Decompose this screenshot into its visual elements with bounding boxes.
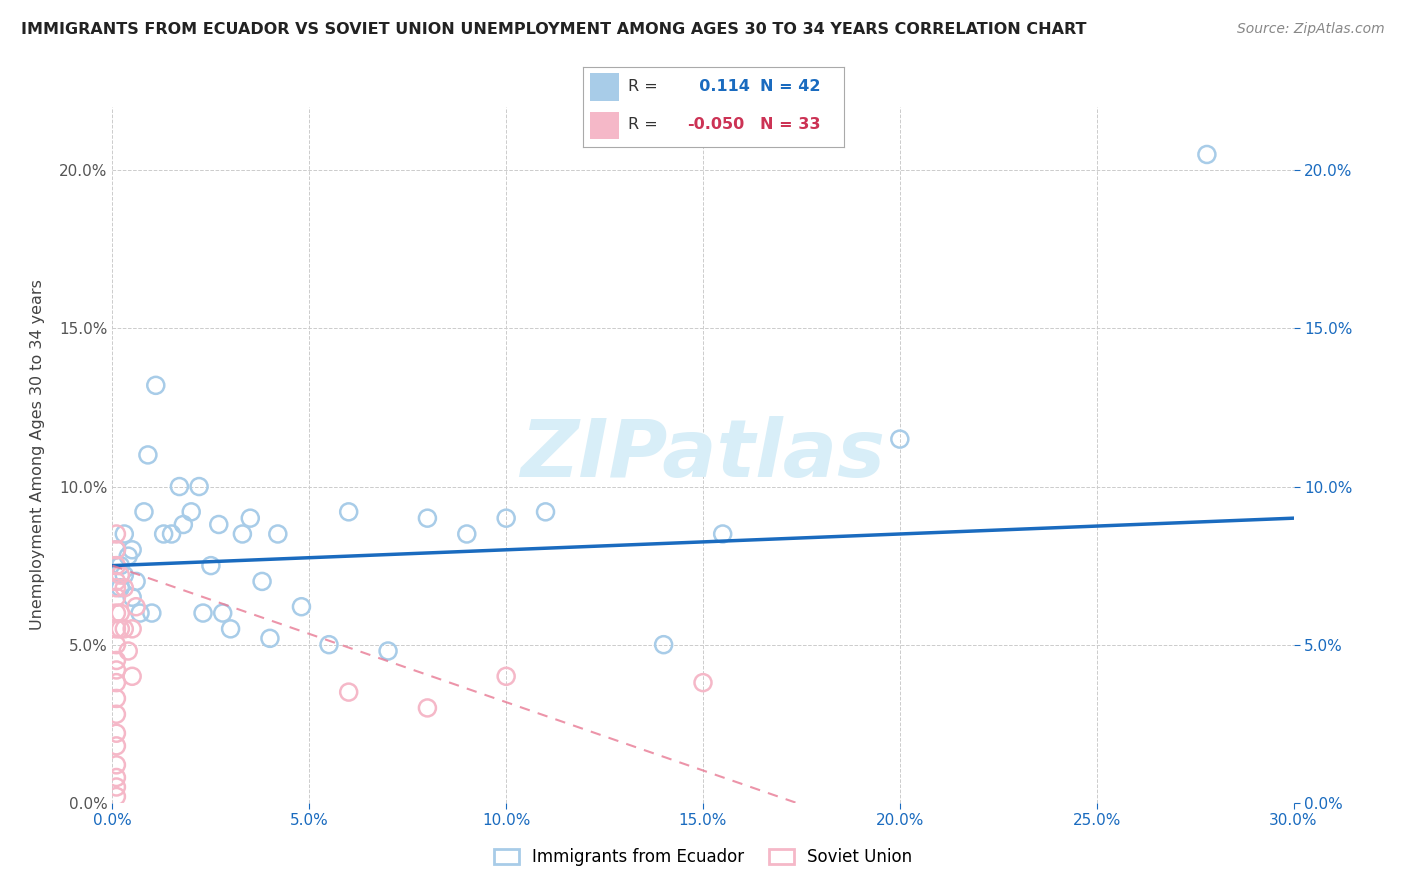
Point <box>105 606 128 620</box>
Point <box>105 574 128 589</box>
Point <box>117 549 139 563</box>
Text: Source: ZipAtlas.com: Source: ZipAtlas.com <box>1237 22 1385 37</box>
Point <box>112 581 135 595</box>
Point <box>105 653 128 667</box>
Point <box>231 527 253 541</box>
Point <box>259 632 281 646</box>
Point <box>652 638 675 652</box>
Point <box>1195 147 1218 161</box>
Point <box>416 701 439 715</box>
Point <box>337 505 360 519</box>
Point <box>105 707 128 722</box>
Point <box>711 527 734 541</box>
Point <box>105 675 128 690</box>
Point <box>105 691 128 706</box>
Point <box>112 622 135 636</box>
Point <box>121 542 143 557</box>
Text: ZIPatlas: ZIPatlas <box>520 416 886 494</box>
Point <box>188 479 211 493</box>
Y-axis label: Unemployment Among Ages 30 to 34 years: Unemployment Among Ages 30 to 34 years <box>31 279 45 631</box>
Point <box>208 517 231 532</box>
Point <box>121 669 143 683</box>
Text: R =: R = <box>627 78 658 94</box>
Text: N = 33: N = 33 <box>761 117 821 132</box>
Point <box>105 581 128 595</box>
Text: N = 42: N = 42 <box>761 78 821 94</box>
Bar <box>591 112 619 139</box>
Bar <box>591 73 619 101</box>
Point <box>110 558 132 573</box>
Point <box>889 432 911 446</box>
Point <box>211 606 233 620</box>
Point <box>110 622 132 636</box>
Point <box>105 780 128 794</box>
Point <box>318 638 340 652</box>
Point <box>169 479 191 493</box>
Point <box>141 606 163 620</box>
Point <box>129 606 152 620</box>
Point <box>110 581 132 595</box>
Point <box>105 663 128 677</box>
Point <box>105 638 128 652</box>
Point <box>145 378 167 392</box>
Text: IMMIGRANTS FROM ECUADOR VS SOVIET UNION UNEMPLOYMENT AMONG AGES 30 TO 34 YEARS C: IMMIGRANTS FROM ECUADOR VS SOVIET UNION … <box>21 22 1087 37</box>
Point <box>125 574 148 589</box>
Point <box>110 568 132 582</box>
Point <box>495 511 517 525</box>
Point <box>152 527 174 541</box>
Point <box>105 542 128 557</box>
Point <box>456 527 478 541</box>
Point <box>200 558 222 573</box>
Text: 0.114: 0.114 <box>688 78 749 94</box>
Point <box>110 606 132 620</box>
Point <box>495 669 517 683</box>
Point <box>180 505 202 519</box>
Point <box>267 527 290 541</box>
Point <box>121 622 143 636</box>
Point <box>337 685 360 699</box>
Point <box>105 527 128 541</box>
Point <box>416 511 439 525</box>
Point <box>121 591 143 605</box>
Point <box>191 606 214 620</box>
Point <box>105 757 128 772</box>
Point <box>117 644 139 658</box>
Point <box>219 622 242 636</box>
Point <box>105 542 128 557</box>
Point <box>132 505 155 519</box>
Point <box>105 771 128 785</box>
Point <box>105 739 128 753</box>
Text: R =: R = <box>627 117 658 132</box>
Point <box>105 591 128 605</box>
Point <box>125 599 148 614</box>
Point <box>290 599 312 614</box>
Point <box>160 527 183 541</box>
Point <box>105 558 128 573</box>
Point <box>105 726 128 740</box>
Point <box>250 574 273 589</box>
Point <box>105 789 128 804</box>
Point <box>239 511 262 525</box>
Point <box>112 568 135 582</box>
Point <box>112 527 135 541</box>
Point <box>534 505 557 519</box>
Point <box>377 644 399 658</box>
Point <box>172 517 194 532</box>
Point <box>105 622 128 636</box>
Point <box>692 675 714 690</box>
Legend: Immigrants from Ecuador, Soviet Union: Immigrants from Ecuador, Soviet Union <box>485 839 921 874</box>
Text: -0.050: -0.050 <box>688 117 745 132</box>
Point <box>136 448 159 462</box>
